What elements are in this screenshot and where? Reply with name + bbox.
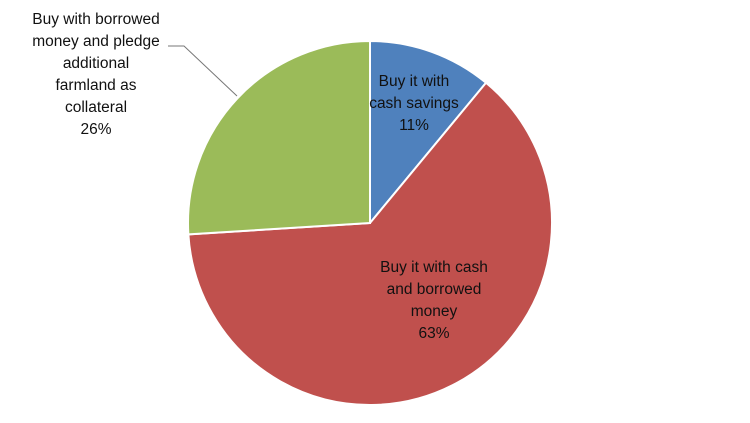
data-label-line: 63% [418, 325, 449, 342]
leader-line-collateral [168, 45, 238, 97]
data-label-cash-savings: Buy it with cash savings 11% [369, 73, 459, 134]
data-label-line: additional [63, 55, 129, 72]
data-label-line: and borrowed [387, 281, 482, 298]
data-label-borrowed-collateral: Buy with borrowed money and pledge additio… [32, 11, 160, 138]
pie-slices [187, 39, 553, 406]
data-label-line: Buy it with [379, 73, 450, 90]
data-label-line: Buy it with cash [380, 259, 488, 276]
data-label-line: 11% [399, 117, 429, 134]
pie-labels: Buy it with cash savings 11%Buy it with ca… [32, 11, 488, 342]
pie-slice-borrowed-collateral [187, 39, 371, 236]
data-label-line: 26% [80, 121, 111, 138]
data-label-line: collateral [65, 99, 127, 116]
data-label-line: cash savings [369, 95, 459, 112]
data-label-line: Buy with borrowed [32, 11, 160, 28]
pie-slice-cash-savings [369, 39, 488, 226]
pie-slice-cash-and-borrowed [187, 81, 553, 406]
data-label-line: money and pledge [32, 33, 160, 50]
data-label-line: money [411, 303, 458, 320]
data-label-line: farmland as [56, 77, 137, 94]
data-label-cash-and-borrowed: Buy it with cash and borrowed money 63% [380, 259, 488, 342]
